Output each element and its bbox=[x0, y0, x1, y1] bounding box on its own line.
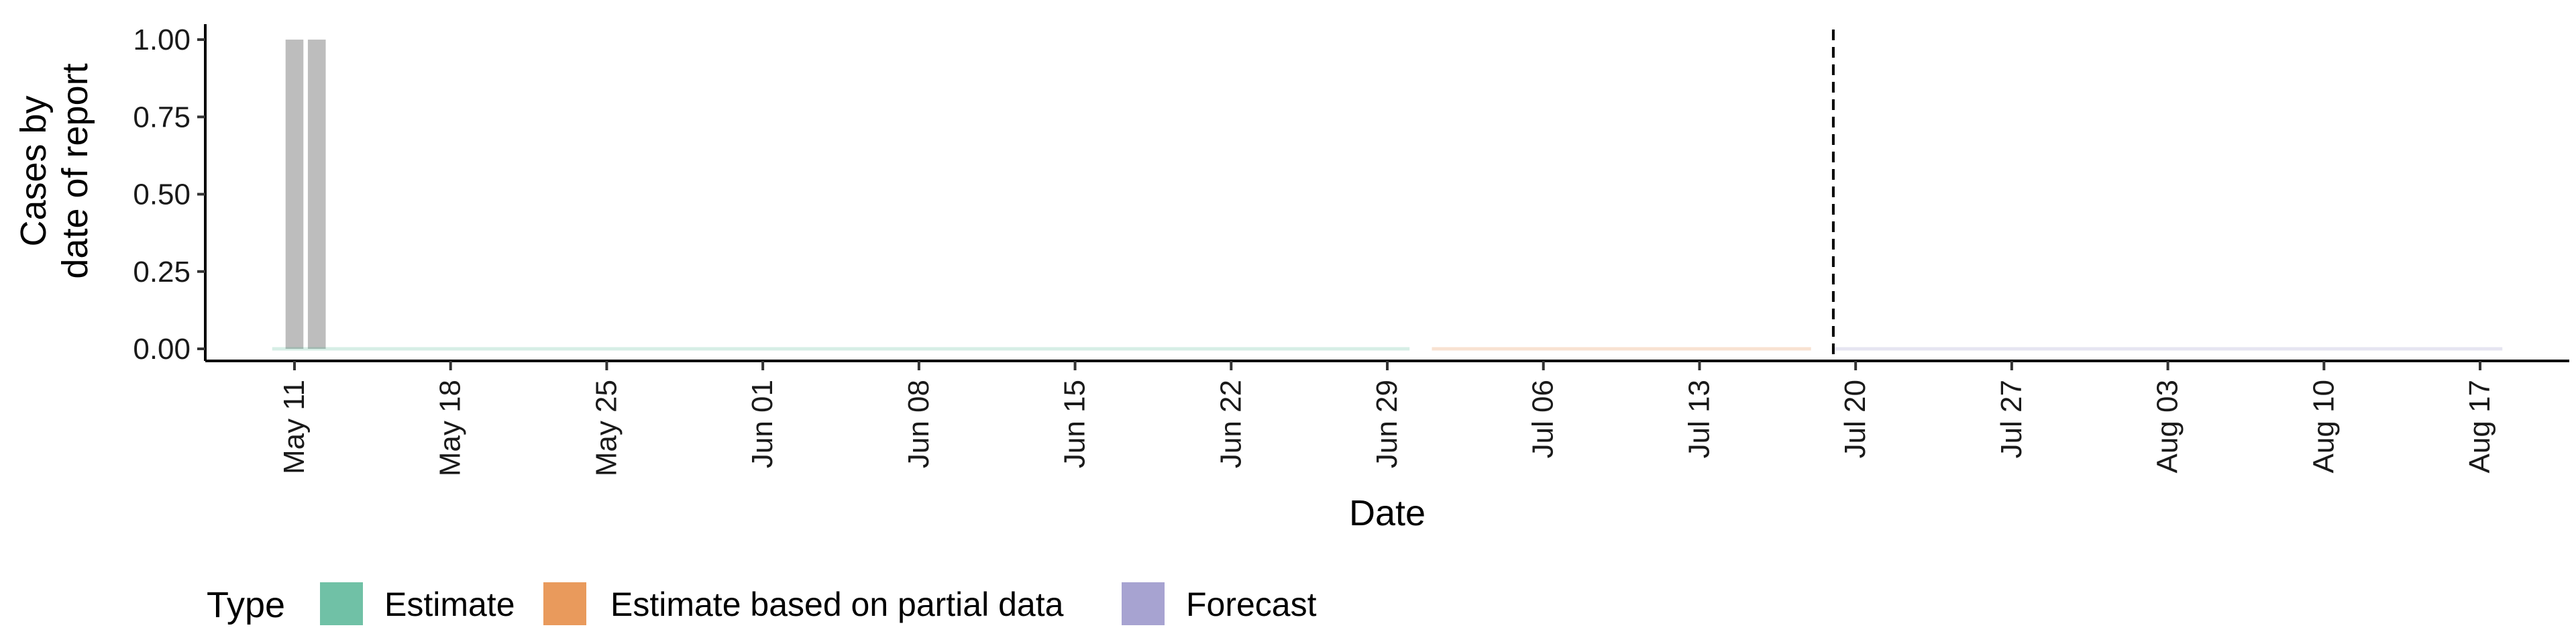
legend-label-forecast: Forecast bbox=[1186, 586, 1317, 623]
x-tick-label-2025-06-29: Jun 29 bbox=[1371, 380, 1403, 468]
x-tick-label-2025-07-20: Jul 20 bbox=[1839, 380, 1872, 458]
plot-area: 0.00 0.25 0.50 0.75 1.00 May 11 May 18 May 25 Ju… bbox=[133, 23, 2569, 476]
y-tick-label-0.00: 0.00 bbox=[133, 333, 191, 366]
x-tick-label-2025-06-01: Jun 01 bbox=[746, 380, 779, 468]
x-axis-title: Date bbox=[1349, 493, 1426, 533]
y-tick-label-0.50: 0.50 bbox=[133, 178, 191, 211]
legend: Type Estimate Estimate based on partial … bbox=[207, 582, 1317, 625]
legend-title: Type bbox=[207, 585, 285, 625]
bar-2025-05-12 bbox=[307, 40, 326, 350]
x-tick-label-2025-08-17: Aug 17 bbox=[2463, 380, 2496, 473]
x-tick-label-2025-06-08: Jun 08 bbox=[902, 380, 935, 468]
y-axis-title-line-2: date of report bbox=[55, 63, 95, 278]
x-tick-label-2025-05-11: May 11 bbox=[278, 380, 311, 474]
legend-key-partial bbox=[543, 582, 586, 625]
x-tick-label-2025-05-25: May 25 bbox=[590, 380, 623, 476]
x-tick-label-2025-08-03: Aug 03 bbox=[2151, 380, 2184, 473]
legend-key-forecast bbox=[1122, 582, 1165, 625]
y-axis-title-line-1: Cases by bbox=[13, 95, 54, 246]
y-tick-label-1.00: 1.00 bbox=[133, 23, 191, 56]
y-tick-label-0.25: 0.25 bbox=[133, 256, 191, 288]
x-tick-label-2025-06-22: Jun 22 bbox=[1214, 380, 1247, 468]
bar-2025-05-11 bbox=[285, 40, 304, 350]
y-tick-label-0.75: 0.75 bbox=[133, 101, 191, 133]
x-tick-label-2025-07-13: Jul 13 bbox=[1682, 380, 1715, 458]
x-tick-label-2025-06-15: Jun 15 bbox=[1059, 380, 1091, 468]
x-tick-label-2025-08-10: Aug 10 bbox=[2307, 380, 2340, 473]
x-tick-label-2025-07-27: Jul 27 bbox=[1995, 380, 2028, 458]
legend-key-estimate bbox=[320, 582, 363, 625]
x-tick-label-2025-05-18: May 18 bbox=[434, 380, 467, 476]
x-tick-label-2025-07-06: Jul 06 bbox=[1527, 380, 1560, 458]
legend-label-estimate: Estimate bbox=[384, 586, 515, 623]
legend-label-partial: Estimate based on partial data bbox=[610, 586, 1064, 623]
